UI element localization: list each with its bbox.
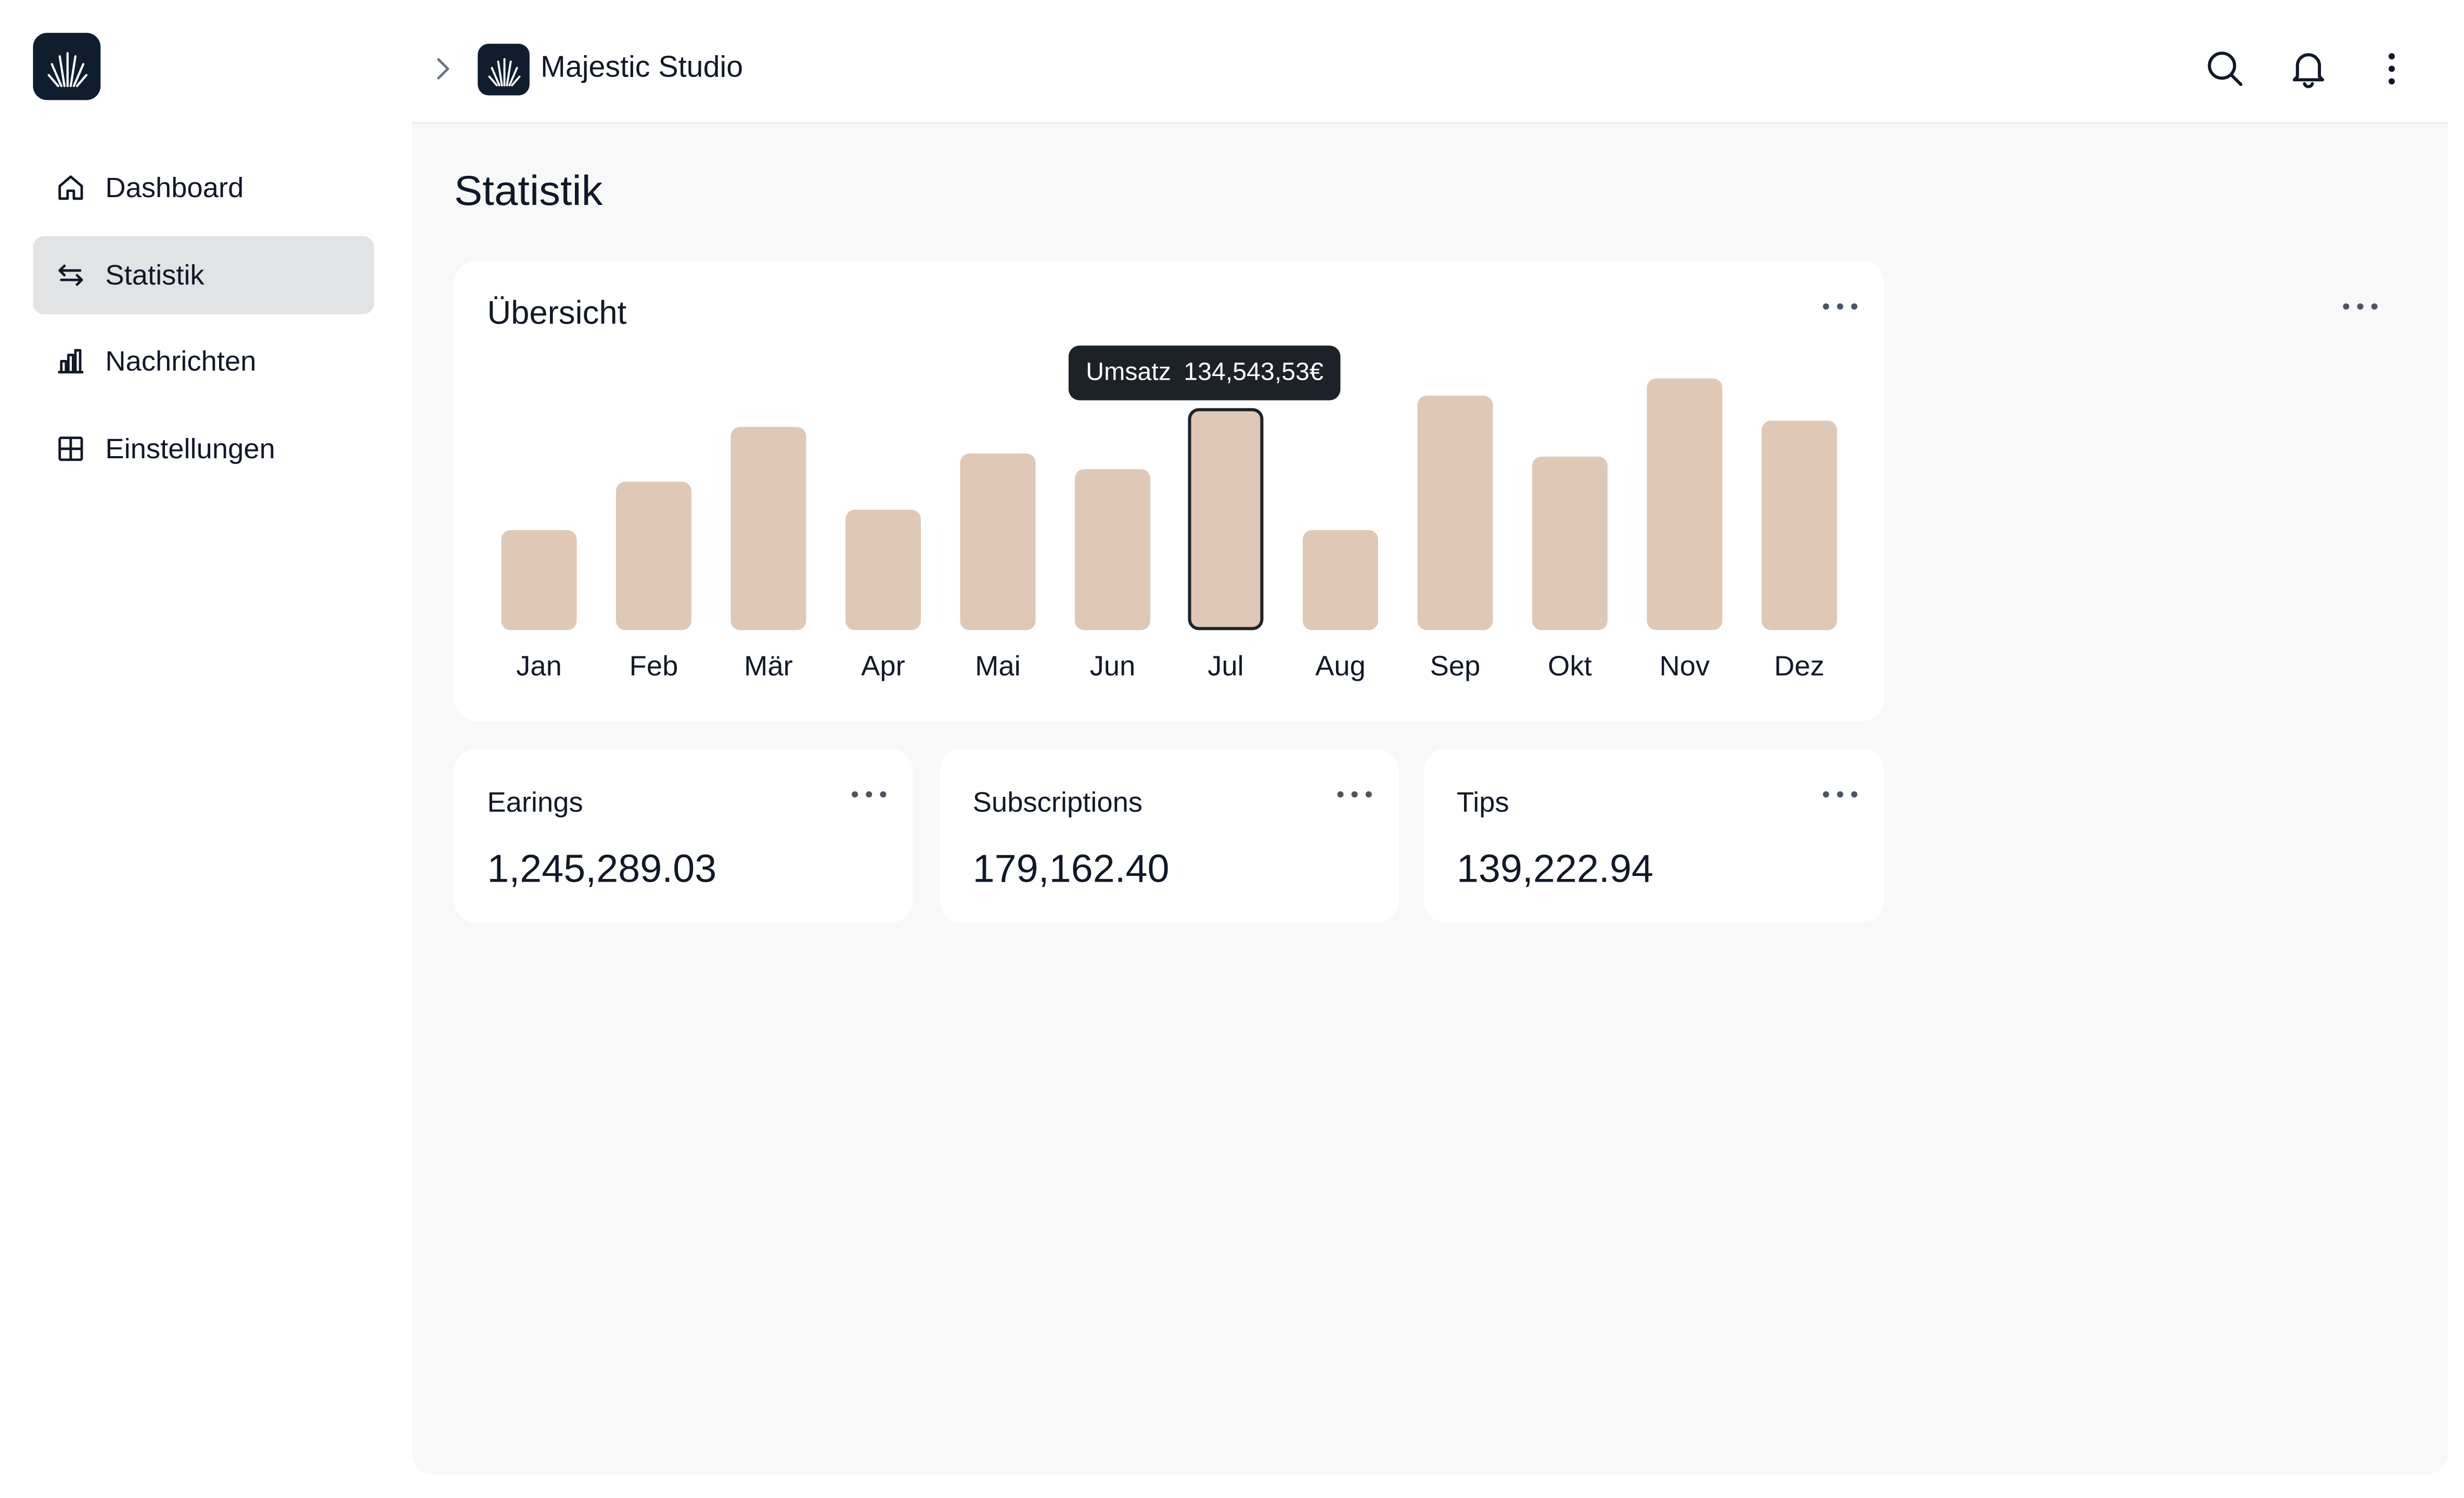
page-more-options-icon[interactable] bbox=[2343, 299, 2378, 314]
sidebar-item-label: Dashboard bbox=[105, 171, 244, 203]
search-icon[interactable] bbox=[2203, 47, 2248, 91]
sidebar-item-label: Nachrichten bbox=[105, 344, 256, 377]
chart-month-label: Jan bbox=[516, 650, 562, 682]
top-header: Majestic Studio bbox=[412, 0, 2448, 124]
overview-card: Übersicht Jan Feb Mär Apr Mai Jun Jul Aug Sep Okt… bbox=[454, 261, 1884, 721]
tooltip-label: Umsatz bbox=[1086, 358, 1171, 386]
stat-more-options-icon[interactable] bbox=[1337, 786, 1372, 802]
chart-month-label: Nov bbox=[1659, 650, 1710, 682]
overview-more-options-icon[interactable] bbox=[1823, 299, 1858, 314]
chart-bar-feb[interactable] bbox=[615, 481, 691, 630]
chart-bar-jan[interactable] bbox=[501, 530, 577, 630]
chart-bar-sep[interactable] bbox=[1417, 395, 1493, 630]
main-content: Statistik Übersicht Jan Feb Mär Apr Mai Jun Ju… bbox=[412, 123, 2448, 1475]
stat-label: Subscriptions bbox=[972, 786, 1143, 818]
bar-chart-icon bbox=[55, 345, 86, 377]
overview-title: Übersicht bbox=[487, 295, 627, 332]
chart-bar-aug[interactable] bbox=[1302, 530, 1378, 630]
chart-bar-mär[interactable] bbox=[730, 427, 806, 630]
bell-icon[interactable] bbox=[2287, 47, 2331, 91]
stat-card-tips: Tips 139,222.94 bbox=[1423, 749, 1884, 923]
chart-month-label: Jun bbox=[1089, 650, 1136, 682]
breadcrumb-studio-name[interactable]: Majestic Studio bbox=[541, 51, 743, 85]
chevron-right-icon[interactable] bbox=[431, 55, 456, 83]
chart-bar-nov[interactable] bbox=[1647, 378, 1723, 630]
chart-month-label: Feb bbox=[629, 650, 678, 682]
stat-label: Tips bbox=[1456, 786, 1509, 818]
chart-bar-apr[interactable] bbox=[845, 510, 921, 630]
kebab-menu-icon[interactable] bbox=[2370, 47, 2414, 91]
tooltip-value: 134,543,53€ bbox=[1184, 358, 1324, 386]
stat-value: 1,245,289.03 bbox=[487, 847, 717, 892]
chart-bar-okt[interactable] bbox=[1532, 456, 1608, 630]
sidebar-item-label: Statistik bbox=[105, 259, 204, 290]
sidebar-item-einstellungen[interactable]: Einstellungen bbox=[33, 410, 374, 488]
grid-icon bbox=[55, 433, 86, 464]
chart-month-label: Jul bbox=[1208, 650, 1244, 682]
sidebar-item-dashboard[interactable]: Dashboard bbox=[33, 149, 374, 227]
stat-label: Earings bbox=[487, 786, 583, 818]
chart-month-label: Mär bbox=[744, 650, 793, 682]
chart-month-label: Aug bbox=[1315, 650, 1366, 682]
chart-tooltip: Umsatz 134,543,53€ bbox=[1068, 345, 1341, 401]
home-icon bbox=[55, 172, 86, 203]
chart-bar-jul[interactable] bbox=[1188, 408, 1264, 630]
chart-bar-dez[interactable] bbox=[1761, 420, 1837, 630]
stat-card-subscriptions: Subscriptions 179,162.40 bbox=[940, 749, 1399, 923]
studio-logo bbox=[478, 44, 530, 96]
stat-more-options-icon[interactable] bbox=[1823, 786, 1858, 802]
sidebar-item-label: Einstellungen bbox=[105, 432, 275, 464]
logo-burst-icon bbox=[47, 51, 87, 86]
chart-month-label: Apr bbox=[861, 650, 905, 682]
arrows-swap-icon bbox=[55, 260, 86, 291]
app-logo[interactable] bbox=[33, 33, 101, 100]
stat-more-options-icon[interactable] bbox=[852, 786, 887, 802]
page-title: Statistik bbox=[454, 167, 603, 214]
stat-card-earings: Earings 1,245,289.03 bbox=[454, 749, 913, 923]
studio-burst-icon bbox=[487, 57, 520, 86]
sidebar-item-nachrichten[interactable]: Nachrichten bbox=[33, 322, 374, 400]
chart-bar-jun[interactable] bbox=[1074, 469, 1150, 630]
sidebar-item-statistik[interactable]: Statistik bbox=[33, 236, 374, 315]
stat-value: 139,222.94 bbox=[1456, 847, 1653, 892]
chart-bar-mai[interactable] bbox=[960, 453, 1036, 630]
chart-month-label: Sep bbox=[1430, 650, 1481, 682]
chart-month-label: Dez bbox=[1774, 650, 1825, 682]
chart-month-label: Mai bbox=[975, 650, 1021, 682]
chart-month-label: Okt bbox=[1548, 650, 1592, 682]
stat-value: 179,162.40 bbox=[972, 847, 1170, 892]
